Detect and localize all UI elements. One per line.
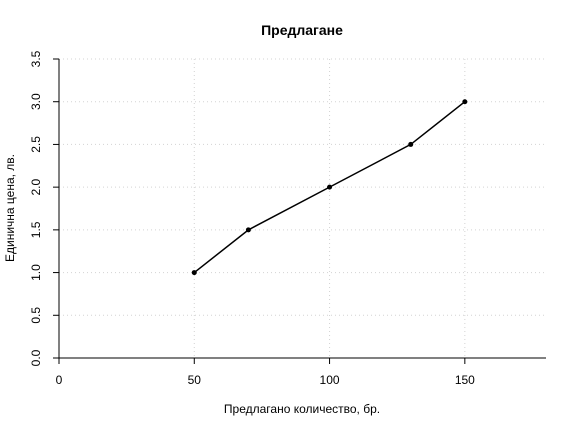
y-tick-label: 1.5 (29, 221, 43, 238)
chart-title: Предлагане (261, 22, 343, 38)
x-tick-label: 0 (56, 373, 63, 387)
y-tick-label: 2.5 (29, 136, 43, 153)
data-point (462, 99, 468, 105)
x-tick-label: 150 (455, 373, 475, 387)
data-point (245, 227, 251, 233)
x-tick-label: 50 (188, 373, 202, 387)
x-tick-label: 100 (320, 373, 340, 387)
y-tick-label: 0.5 (29, 307, 43, 324)
data-point (408, 141, 414, 147)
series-layer (191, 99, 468, 276)
y-tick-label: 3.0 (29, 93, 43, 110)
x-axis-label: Предлагано количество, бр. (224, 402, 380, 416)
y-tick-label: 0.0 (29, 349, 43, 366)
y-tick-label: 1.0 (29, 264, 43, 281)
y-tick-label: 2.0 (29, 178, 43, 195)
grid-layer (59, 58, 546, 359)
data-point (191, 270, 197, 276)
y-axis-label: Единична цена, лв. (3, 154, 17, 262)
y-tick-label: 3.5 (29, 50, 43, 67)
data-point (327, 184, 333, 190)
y-tick-layer: 0.0 0.5 1.0 1.5 2.0 2.5 3.0 3.5 (29, 50, 59, 366)
x-tick-layer: 0 50 100 150 (56, 358, 475, 387)
